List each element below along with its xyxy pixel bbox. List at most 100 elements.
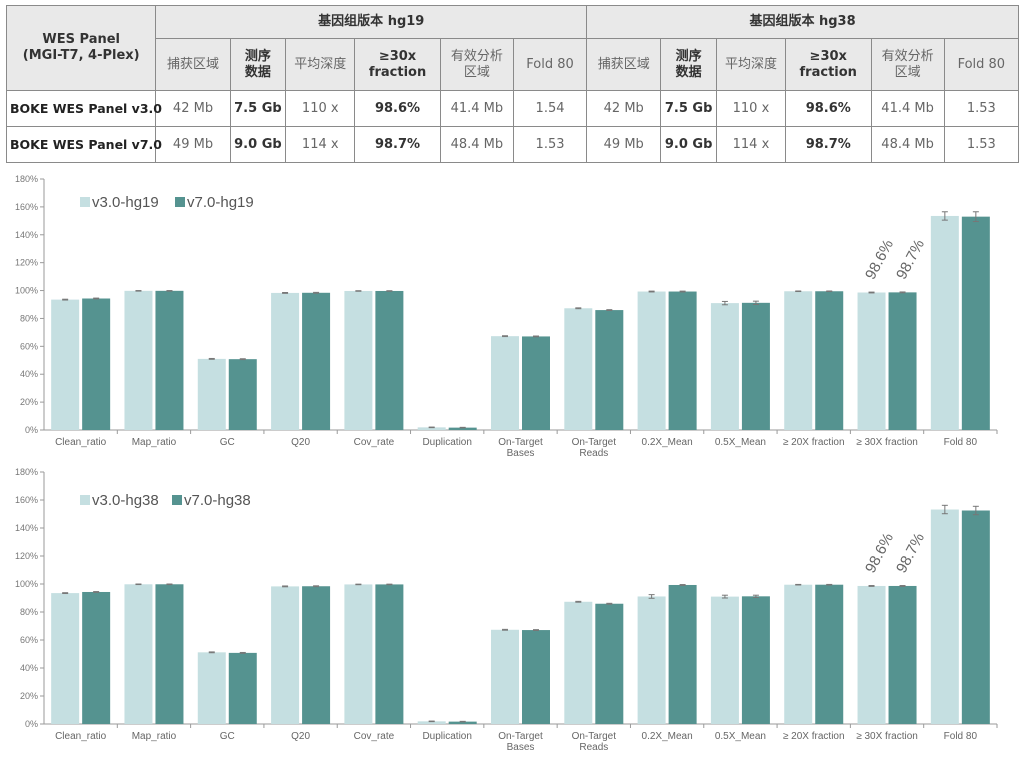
column-header-line2: 数据 [675,64,702,80]
y-tick-label: 80% [20,313,38,323]
bar-v7.0-hg38 [888,585,917,724]
bar-v3.0-hg19 [271,292,300,430]
x-tick-label: 0.2X_Mean [642,731,693,742]
y-tick-label: 40% [20,663,38,673]
x-tick-label: Cov_rate [354,437,395,448]
bar-v3.0-hg38 [784,584,813,724]
legend-swatch [80,495,90,505]
bar-v7.0-hg19 [82,298,111,430]
bar-v3.0-hg19 [857,292,886,430]
legend-item-v7.0-hg38: v7.0-hg38 [172,492,251,509]
legend-label: v7.0-hg19 [187,194,254,211]
x-tick-label: Bases [507,742,535,753]
table-cell-hg38-5: 1.53 [943,90,1020,127]
x-tick-label: ≥ 30X fraction [856,437,918,448]
x-tick-label: Bases [507,448,535,459]
bar-v3.0-hg19 [344,290,373,430]
column-header-line1: 平均深度 [294,56,347,72]
bar-v7.0-hg19 [888,292,917,430]
y-tick-label: 120% [15,551,38,561]
table-corner-header: WES Panel (MGI-T7, 4-Plex) [5,5,157,91]
column-header-hg19-1: 测序 数据 [229,38,287,91]
table-cell-hg19-4: 41.4 Mb [439,90,514,127]
bar-v7.0-hg38 [82,591,111,724]
x-tick-label: On-Target [572,437,617,448]
column-header-hg38-3: ≥30x fraction [784,38,872,91]
x-tick-label: Q20 [291,731,310,742]
table-cell-hg19-2: 114 x [285,126,356,163]
bar-v7.0-hg19 [668,291,697,430]
bar-v3.0-hg38 [930,509,959,724]
y-tick-label: 20% [20,691,38,701]
bar-v7.0-hg19 [228,359,257,430]
table-body: BOKE WES Panel v3.0 42 Mb 7.5 Gb 110 x 98.6%… [5,90,1020,163]
table-cell-hg19-3: 98.7% [354,126,441,163]
y-tick-label: 120% [15,258,38,268]
bar-v3.0-hg19 [710,303,739,430]
y-tick-label: 160% [15,495,38,505]
bar-v3.0-hg19 [197,358,226,430]
bar-v7.0-hg19 [375,290,404,430]
y-tick-label: 80% [20,607,38,617]
bar-v3.0-hg19 [124,290,153,430]
panel-name-cell: BOKE WES Panel v7.0 [5,126,162,163]
bar-v3.0-hg19 [491,336,519,430]
corner-line2: (MGI-T7, 4-Plex) [22,48,140,63]
y-tick-label: 160% [15,202,38,212]
table-row: BOKE WES Panel v3.0 42 Mb 7.5 Gb 110 x 98.6%… [5,90,1020,127]
column-header-line1: ≥30x [378,48,417,64]
table-cell-hg38-5: 1.53 [943,126,1020,163]
column-header-line1: 有效分析 [881,48,934,64]
table-cell-hg38-3: 98.6% [784,90,872,127]
bar-v7.0-hg19 [448,427,477,430]
x-tick-label: Cov_rate [354,731,395,742]
column-header-hg38-4: 有效分析 区域 [870,38,945,91]
y-tick-label: 180% [15,174,38,184]
chart-hg19: 0% 20% 40% 60% 80% 100% 120% 140% 160% 180% Clean_… [15,174,998,459]
column-header-line2: 数据 [244,64,271,80]
y-tick-label: 60% [20,635,38,645]
x-tick-label: Reads [579,448,608,459]
y-tick-label: 60% [20,341,38,351]
bar-v7.0-hg38 [815,584,844,724]
bar-v3.0-hg38 [710,596,739,724]
x-tick-label: Map_ratio [132,437,177,448]
group-header-hg38: 基因组版本 hg38 [586,5,1019,39]
bar-v7.0-hg19 [155,290,184,430]
column-header-line1: 捕获区域 [166,56,219,72]
column-header-line2: 区域 [463,64,490,80]
column-header-line1: 捕获区域 [597,56,650,72]
bar-v7.0-hg38 [302,586,331,724]
corner-line1: WES Panel [42,32,120,47]
y-tick-label: 180% [15,467,38,477]
column-header-line2: fraction [368,64,427,80]
column-header-hg19-4: 有效分析 区域 [439,38,514,91]
bar-v7.0-hg19 [961,216,990,430]
x-tick-label: 0.5X_Mean [715,731,766,742]
bar-v7.0-hg19 [302,292,331,430]
bar-v7.0-hg38 [595,603,624,724]
x-tick-label: 0.5X_Mean [715,437,766,448]
summary-table: WES Panel (MGI-T7, 4-Plex) 基因组版本 hg19 基因… [5,5,1020,163]
legend-swatch [175,197,185,207]
x-tick-label: Fold 80 [944,731,978,742]
x-tick-label: Clean_ratio [55,731,107,742]
table-cell-hg38-4: 41.4 Mb [870,90,945,127]
column-header-line2: 区域 [894,64,921,80]
column-header-line1: ≥30x [809,48,847,64]
legend-item-v3.0-hg19: v3.0-hg19 [80,194,159,211]
column-header-line1: 平均深度 [724,56,777,72]
x-tick-label: On-Target [572,731,617,742]
table-cell-hg38-0: 49 Mb [586,126,662,163]
column-header-hg19-0: 捕获区域 [155,38,231,91]
table-cell-hg38-3: 98.7% [784,126,872,163]
bar-v7.0-hg38 [448,721,477,724]
x-tick-label: ≥ 30X fraction [856,731,918,742]
x-tick-label: GC [220,437,235,448]
column-header-hg38-2: 平均深度 [715,38,786,91]
table-cell-hg19-5: 1.54 [512,90,588,127]
column-header-hg19-2: 平均深度 [285,38,356,91]
x-tick-label: 0.2X_Mean [642,437,693,448]
bar-annotation: 98.7% [893,237,928,283]
x-tick-label: On-Target [498,731,543,742]
